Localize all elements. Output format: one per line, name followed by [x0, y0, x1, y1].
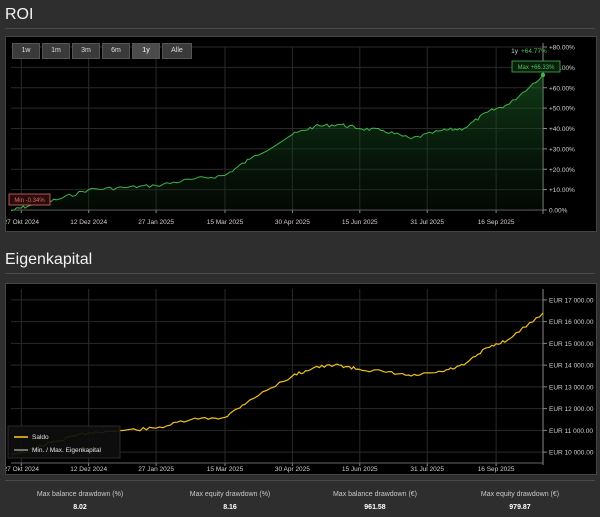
range-button-alle[interactable]: Alle: [162, 43, 192, 59]
roi-y-tick-label: +50.00%: [549, 106, 575, 113]
roi-title: ROI: [5, 6, 34, 23]
equity-y-tick-label: EUR 16 000.00: [549, 319, 594, 326]
roi-y-tick-label: +80.00%: [549, 45, 575, 52]
stat-label: Max equity drawdown (%): [189, 491, 271, 498]
equity-legend-box: [7, 425, 121, 459]
roi-max-label: Max +66.33%: [518, 65, 556, 71]
roi-x-tick-label: 27 Okt 2024: [6, 219, 39, 226]
roi-area-fill: [11, 74, 543, 211]
equity-x-tick-label: 12 Dez 2024: [70, 466, 107, 473]
roi-line: [10, 74, 544, 212]
roi-y-tick-label: +60.00%: [549, 85, 575, 92]
equity-x-tick-label: 15 Mar 2025: [207, 466, 244, 473]
roi-x-tick-label: 31 Jul 2025: [410, 219, 444, 226]
equity-x-tick-label: 31 Jul 2025: [410, 466, 444, 473]
equity-y-tick-label: EUR 12 000.00: [549, 406, 594, 413]
roi-divider: [5, 28, 595, 29]
roi-max-label-box: [511, 60, 561, 73]
roi-x-tick-label: 27 Jan 2025: [138, 219, 174, 226]
roi-x-tick-label: 12 Dez 2024: [70, 219, 107, 226]
roi-1y-prefix: 1y: [511, 48, 519, 55]
stat-label: Max balance drawdown (€): [332, 491, 418, 498]
equity-legend-saldo-label: Saldo: [32, 434, 49, 441]
stat-max-equity-drawdown-pct: Max equity drawdown (%) 8.16: [155, 486, 305, 511]
roi-last-point: [540, 72, 546, 78]
roi-chart: 0.00% +10.00% +20.00% +30.00% +40.00% +50.00%…: [4, 43, 575, 226]
stat-value: 979.87: [509, 504, 531, 511]
equity-y-tick-label: EUR 17 000.00: [549, 297, 594, 304]
roi-y-tick-label: +20.00%: [549, 167, 575, 174]
roi-y-tick-label: 0.00%: [549, 208, 568, 215]
stat-max-balance-drawdown-eur: Max balance drawdown (€) 961.58: [300, 486, 450, 511]
stat-max-equity-drawdown-eur: Max equity drawdown (€) 979.87: [445, 486, 595, 511]
equity-chart-panel: EUR 10 000.00 EUR 11 000.00 EUR 12 000.00 E…: [4, 283, 597, 475]
stat-label: Max balance drawdown (%): [36, 491, 124, 498]
equity-chart: EUR 10 000.00 EUR 11 000.00 EUR 12 000.00 E…: [4, 289, 594, 473]
roi-x-tick-label: 15 Mar 2025: [207, 219, 244, 226]
roi-y-tick-label: +40.00%: [549, 126, 575, 133]
equity-x-tick-label: 15 Jun 2025: [342, 466, 378, 473]
stat-value: 961.58: [364, 504, 386, 511]
equity-y-tick-label: EUR 11 000.00: [549, 428, 593, 435]
stat-max-balance-drawdown-pct: Max balance drawdown (%) 8.02: [5, 486, 155, 511]
equity-y-tick-label: EUR 10 000.00: [549, 450, 594, 457]
roi-y-tick-label: +10.00%: [549, 187, 575, 194]
stats-divider: [5, 480, 595, 481]
roi-x-tick-label: 30 Apr 2025: [275, 219, 310, 226]
equity-y-tick-label: EUR 15 000.00: [549, 341, 594, 348]
roi-min-label-box: [8, 193, 51, 206]
range-button-1w[interactable]: 1w: [12, 43, 40, 59]
equity-x-tick-label: 30 Apr 2025: [275, 466, 310, 473]
range-button-1m[interactable]: 1m: [42, 43, 70, 59]
stat-label: Max equity drawdown (€): [480, 491, 560, 498]
equity-x-tick-label: 16 Sep 2025: [478, 466, 515, 473]
equity-y-tick-label: EUR 14 000.00: [549, 363, 594, 370]
equity-x-tick-label: 27 Jan 2025: [138, 466, 174, 473]
range-button-3m[interactable]: 3m: [72, 43, 100, 59]
roi-min-label: Min -0.34%: [14, 198, 45, 204]
equity-x-tick-label: 27 Okt 2024: [6, 466, 39, 473]
equity-divider: [5, 273, 595, 274]
roi-x-tick-label: 16 Sep 2025: [478, 219, 515, 226]
roi-x-tick-label: 15 Jun 2025: [342, 219, 378, 226]
drawdown-stats: Max balance drawdown (%) 8.02 Max equity…: [0, 486, 600, 517]
equity-y-tick-label: EUR 13 000.00: [549, 384, 594, 391]
roi-chart-panel: 0.00% +10.00% +20.00% +30.00% +40.00% +50.00%…: [4, 36, 597, 232]
range-button-1y[interactable]: 1y: [132, 43, 160, 59]
stat-value: 8.02: [73, 504, 87, 511]
roi-y-tick-label: +70.00%: [549, 65, 575, 72]
roi-y-tick-label: +30.00%: [549, 146, 575, 153]
roi-1y-value: +64.77%: [521, 48, 547, 55]
stat-value: 8.16: [223, 504, 237, 511]
range-button-6m[interactable]: 6m: [102, 43, 130, 59]
equity-title: Eigenkapital: [5, 251, 93, 268]
equity-legend-minmax-label: Min. / Max. Eigenkapital: [32, 447, 102, 454]
